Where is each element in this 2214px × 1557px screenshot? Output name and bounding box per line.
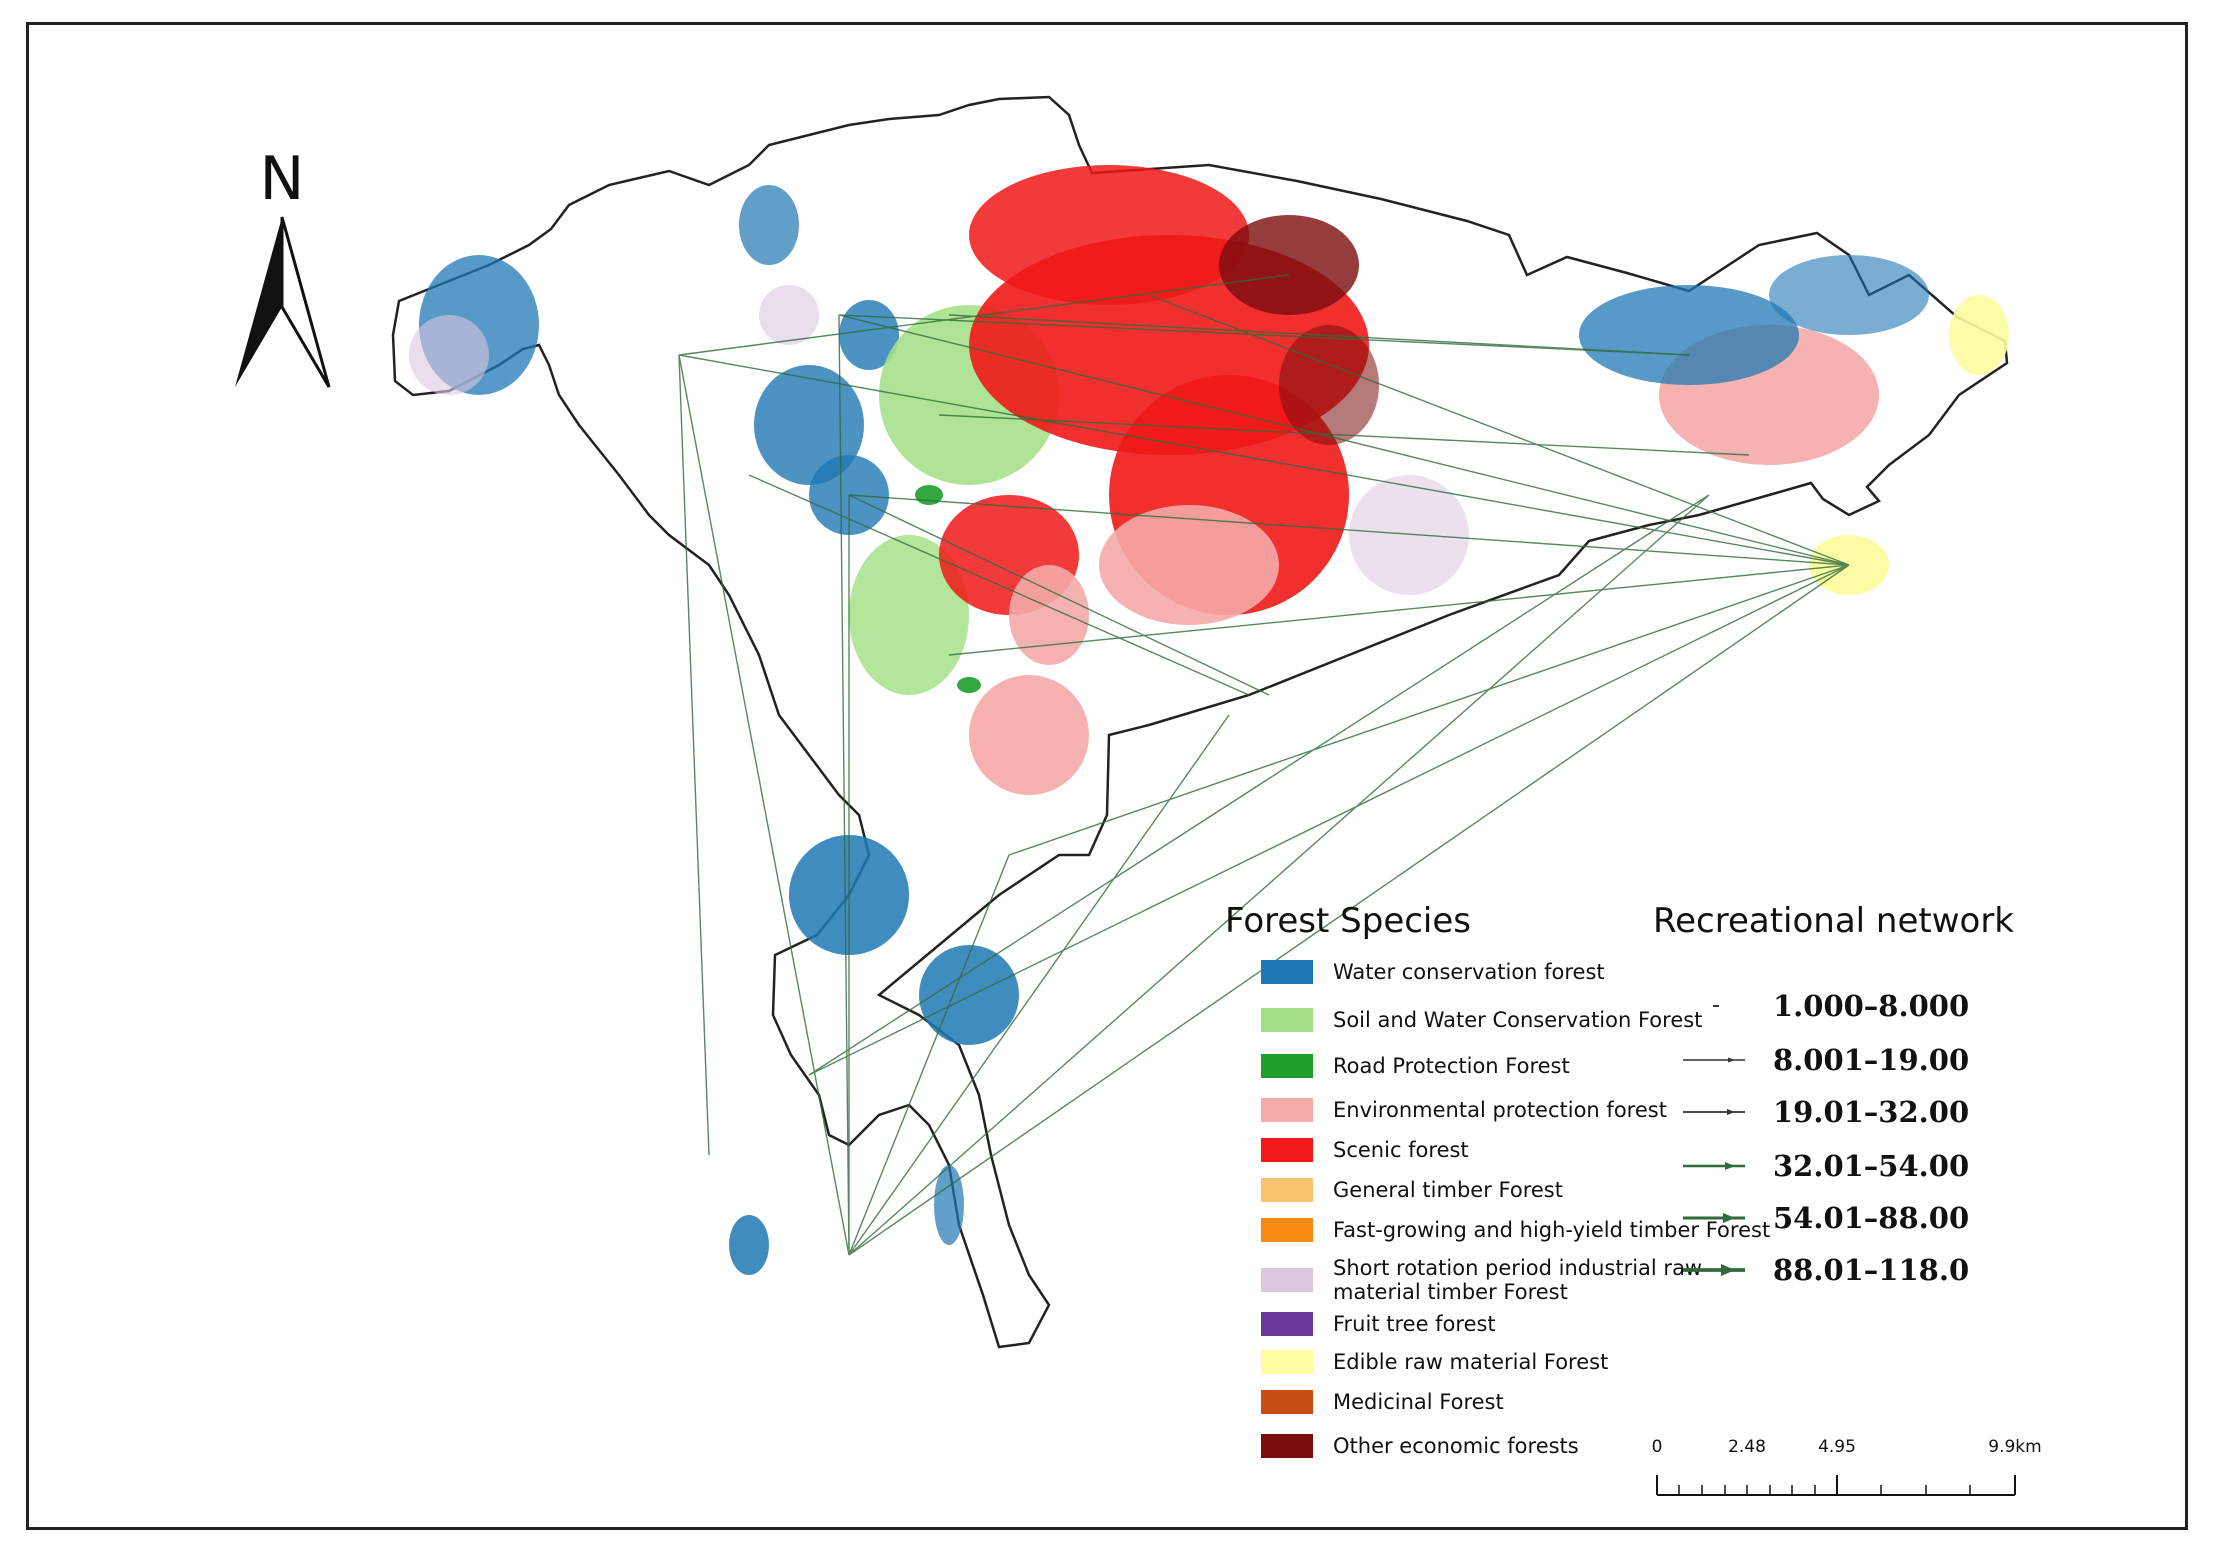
network-class-label: 54.01–88.00 [1773, 1201, 1970, 1235]
network-symbol [1683, 1213, 1745, 1223]
network-symbol [1713, 1005, 1719, 1007]
legend-item-label: General timber Forest [1333, 1178, 1563, 1202]
legend-item-label: Other economic forests [1333, 1434, 1579, 1458]
network-legend-item: 1.000–8.000 [1679, 989, 1969, 1023]
network-symbol [1683, 1109, 1745, 1115]
network-class-label: 8.001–19.00 [1773, 1043, 1970, 1077]
network-class-label: 88.01–118.0 [1773, 1253, 1970, 1287]
network-symbol [1683, 1162, 1745, 1170]
network-class-label: 19.01–32.00 [1773, 1095, 1970, 1129]
forest-legend-title: Forest Species [1225, 901, 1472, 941]
forest-patches [409, 165, 2009, 1275]
network-class-label: 1.000–8.000 [1773, 989, 1970, 1023]
legend-swatch [1261, 1312, 1313, 1336]
legend-swatch [1261, 1434, 1313, 1458]
forest-legend-item: Fast-growing and high-yield timber Fores… [1261, 1215, 1770, 1245]
legend-swatch [1261, 960, 1313, 984]
legend-item-label: Water conservation forest [1333, 960, 1605, 984]
forest-legend-item: Environmental protection forest [1261, 1095, 1667, 1125]
forest-legend-item: Water conservation forest [1261, 957, 1605, 987]
legend-item-label-line2: material timber Forest [1333, 1280, 1568, 1304]
scale-bar [1656, 1475, 2016, 1496]
network-symbol [1683, 1057, 1745, 1063]
legend-swatch [1261, 1008, 1313, 1032]
forest-legend-item: Medicinal Forest [1261, 1387, 1504, 1417]
forest-legend-item: Fruit tree forest [1261, 1309, 1496, 1339]
legend-item-label: Fruit tree forest [1333, 1312, 1496, 1336]
north-arrow-right-half [280, 216, 331, 388]
legend-swatch [1261, 1350, 1313, 1374]
legend-swatch [1261, 1138, 1313, 1162]
forest-legend-item: Scenic forest [1261, 1135, 1469, 1165]
north-arrow-left-half [235, 217, 282, 387]
legend-item-label: Fast-growing and high-yield timber Fores… [1333, 1218, 1771, 1242]
legend-swatch [1261, 1268, 1313, 1292]
scale-tick-0: 0 [1651, 1437, 1663, 1457]
legend-item-label: Soil and Water Conservation Forest [1333, 1008, 1703, 1032]
scale-tick-3: 9.9km [1988, 1437, 2042, 1457]
forest-legend-item: Soil and Water Conservation Forest [1261, 1005, 1702, 1035]
forest-legend-item: General timber Forest [1261, 1175, 1563, 1205]
forest-legend-item: Road Protection Forest [1261, 1051, 1570, 1081]
network-class-label: 32.01–54.00 [1773, 1149, 1970, 1183]
scale-tick-1: 2.48 [1728, 1437, 1766, 1457]
legend-item-label: Medicinal Forest [1333, 1390, 1504, 1414]
network-symbol [1683, 1264, 1745, 1276]
forest-legend-item: Other economic forests [1261, 1431, 1579, 1461]
legend-swatch [1261, 1218, 1313, 1242]
legend-swatch [1261, 1178, 1313, 1202]
north-label: N [260, 147, 305, 214]
network-legend-item: 19.01–32.00 [1679, 1095, 1969, 1129]
legend-item-label: Scenic forest [1333, 1138, 1469, 1162]
legend-item-label: Edible raw material Forest [1333, 1350, 1609, 1374]
scale-tick-2: 4.95 [1818, 1437, 1856, 1457]
network-legend-title: Recreational network [1653, 901, 2014, 941]
legend-item-label: Environmental protection forest [1333, 1098, 1667, 1122]
forest-legend-item: Edible raw material Forest [1261, 1347, 1608, 1377]
legend-item-label: Short rotation period industrial raw mate… [1333, 1256, 1702, 1304]
north-arrow: N [235, 147, 331, 388]
legend-item-label-line1: Short rotation period industrial raw [1333, 1256, 1703, 1280]
legend-item-label: Road Protection Forest [1333, 1054, 1570, 1078]
forest-legend-item: Short rotation period industrial raw mate… [1261, 1256, 1702, 1304]
legend-swatch [1261, 1390, 1313, 1414]
legend-swatch [1261, 1098, 1313, 1122]
network-legend-item: 88.01–118.0 [1679, 1253, 1969, 1287]
map-frame: N Forest Species Water conservation fore… [26, 22, 2188, 1530]
network-legend-item: 54.01–88.00 [1679, 1201, 1969, 1235]
legend-swatch [1261, 1054, 1313, 1078]
network-legend-item: 8.001–19.00 [1679, 1043, 1969, 1077]
forest-map [391, 95, 2009, 1349]
network-legend-item: 32.01–54.00 [1679, 1149, 1969, 1183]
recreational-network [678, 274, 1850, 1256]
